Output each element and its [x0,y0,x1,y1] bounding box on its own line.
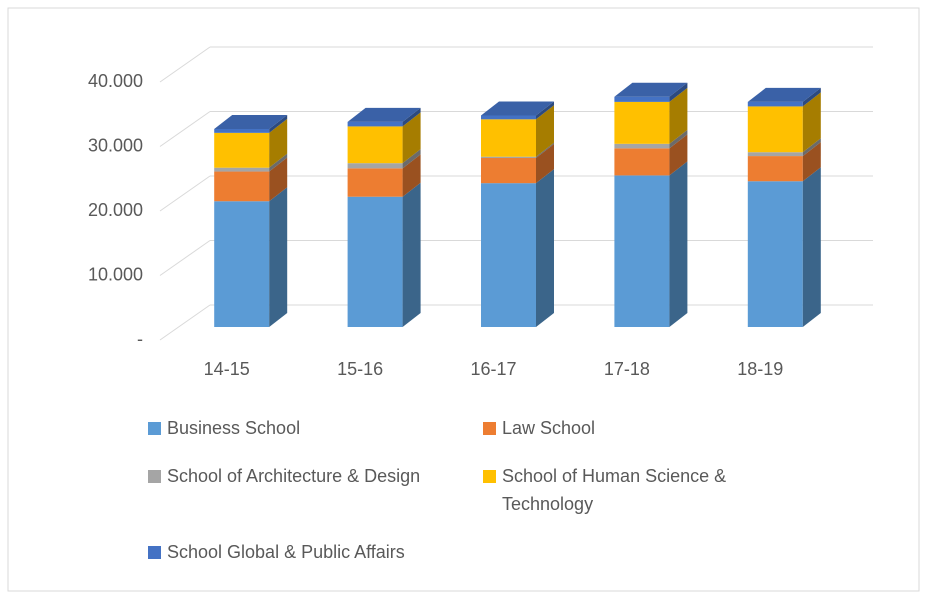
bar-side [669,161,688,327]
bar-side [402,182,421,327]
bar-side [536,105,554,157]
x-tick-label: 17-18 [604,359,650,379]
bar-side [269,187,288,327]
bar [481,119,536,157]
bar-side [802,167,821,327]
y-tick-label: 40.000 [88,71,143,91]
bar-top [614,82,688,97]
grid-line [159,175,211,212]
x-tick-label: 16-17 [470,359,516,379]
bar-side [536,169,554,327]
bar-side [536,142,554,159]
bar [614,143,670,149]
bar [614,175,670,327]
grid-line [159,304,211,341]
y-tick-label: - [137,329,143,349]
legend-item: Law School [483,414,783,442]
legend-label: Law School [502,418,596,438]
chart-border [7,7,920,592]
bar [614,101,670,144]
x-tick-label: 14-15 [204,359,250,379]
x-tick-label: 18-19 [737,359,783,379]
bar [214,132,270,168]
bar [347,196,403,327]
bar-side [402,112,421,164]
legend-item: School Global & Public Affairs [148,538,483,566]
legend-swatch [148,422,161,435]
bar [747,181,803,327]
y-tick-label: 20.000 [88,200,143,220]
bar [481,115,536,120]
bar [214,201,270,327]
legend-label: Business School [167,418,301,438]
bar [214,167,270,172]
bar-top [347,107,421,122]
bar-side [536,101,554,120]
grid-line [159,111,211,147]
bar-side [402,149,421,169]
bar-top [747,87,821,102]
bar-side [402,107,421,127]
bar-side [802,92,821,153]
bar [347,126,403,164]
bar [214,171,270,202]
bar-side [669,87,688,144]
bar-side [269,157,288,202]
bar-side [802,142,821,182]
x-tick-label: 15-16 [337,359,383,379]
bar [347,121,403,127]
legend-label: School of Architecture & Design [167,466,421,486]
bar [347,168,403,197]
legend-swatch [148,546,161,559]
bar-side [669,129,688,149]
legend-label: School of Human Science & Technology [502,466,727,514]
bar [747,101,803,107]
bar [747,152,803,157]
bar [747,106,803,153]
bar-side [802,138,821,157]
y-tick-label: 30.000 [88,135,143,155]
legend-swatch [483,470,496,483]
legend-item: Business School [148,414,483,442]
bar-side [402,154,421,197]
grid-line [159,46,211,83]
legend-item: School of Architecture & Design [148,462,483,518]
bar-side [269,114,288,133]
bar-side [269,153,288,172]
bar [747,156,803,182]
bar-top [481,101,554,116]
y-tick-label: 10.000 [88,264,143,284]
legend-item: School of Human Science & Technology [483,462,783,518]
bar [481,156,536,159]
legend-label: School Global & Public Affairs [167,542,405,562]
bar-side [536,144,554,184]
bar-top [214,114,288,129]
bar [214,128,270,133]
bar-side [269,118,288,168]
legend-swatch [148,470,161,483]
bar [614,96,670,102]
bar [614,148,670,176]
bar-side [669,134,688,176]
bar-side [802,87,821,107]
legend: Business School Law School School of Archi… [148,414,783,566]
bar [481,183,536,327]
legend-swatch [483,422,496,435]
bar [481,158,536,184]
bar-side [669,82,688,102]
grid-line [159,240,211,276]
bar [347,163,403,169]
